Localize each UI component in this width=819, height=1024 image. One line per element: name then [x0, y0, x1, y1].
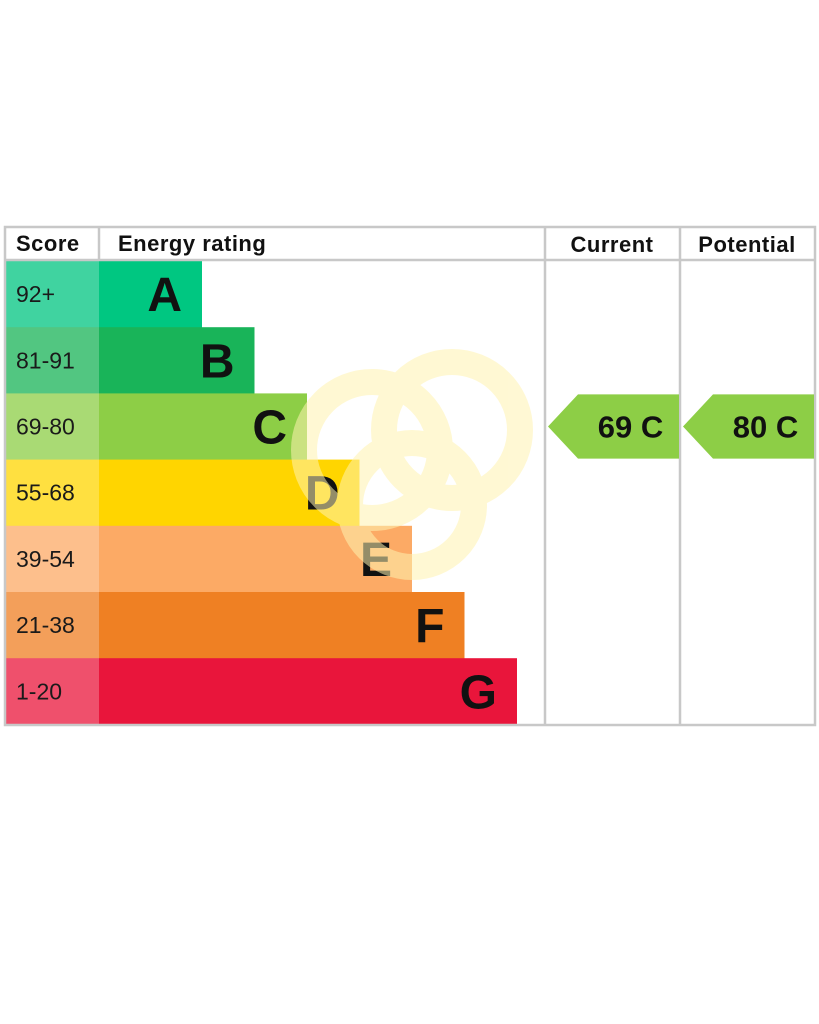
potential-rating-label: 80 C [733, 410, 798, 445]
rating-bands: 92+ A81-91 B69-80 C55-68 D39-54 E21-38 F1-20 G [5, 261, 517, 725]
score-label-b: 81-91 [16, 347, 75, 373]
score-label-a: 92+ [16, 281, 55, 307]
band-letter-g: G [460, 666, 497, 719]
band-bar-c [99, 393, 307, 461]
header-score: Score [16, 231, 80, 256]
score-label-f: 21-38 [16, 612, 75, 638]
band-letter-c: C [252, 402, 287, 455]
score-label-c: 69-80 [16, 414, 75, 440]
score-cell-f [5, 592, 99, 659]
table-border [3, 225, 817, 727]
score-cell-b [5, 327, 99, 394]
potential-rating-arrow [683, 394, 814, 459]
band-bar-b [99, 327, 255, 394]
header-potential: Potential [698, 232, 795, 257]
watermark-ring-bottom [337, 430, 487, 580]
header-current: Current [571, 232, 654, 257]
score-cell-g [5, 658, 99, 725]
score-cell-d [5, 459, 99, 527]
score-label-g: 1-20 [16, 678, 62, 704]
band-bar-g [99, 658, 517, 725]
band-bar-f [99, 592, 465, 659]
score-label-e: 39-54 [16, 546, 75, 572]
current-rating-arrow [548, 394, 679, 459]
watermark-logo [291, 349, 533, 580]
score-cell-e [5, 525, 99, 593]
band-letter-b: B [200, 335, 235, 388]
current-rating-label: 69 C [598, 410, 663, 445]
band-letter-a: A [147, 269, 182, 322]
score-cell-c [5, 393, 99, 461]
score-label-d: 55-68 [16, 480, 75, 506]
score-cell-a [5, 261, 99, 328]
watermark-ring-right [371, 349, 533, 511]
table-grid [3, 225, 817, 727]
band-bar-a [99, 261, 202, 328]
header-energy-rating: Energy rating [118, 231, 266, 256]
band-letter-f: F [415, 600, 444, 653]
